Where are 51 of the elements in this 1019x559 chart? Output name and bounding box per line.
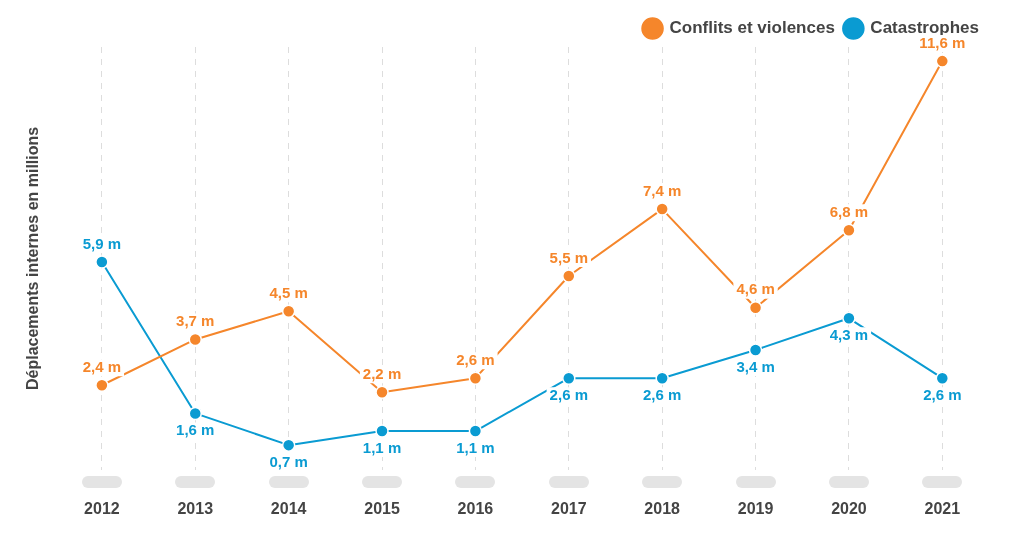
point xyxy=(562,371,576,385)
data-label: 1,1 m xyxy=(362,438,402,456)
point xyxy=(375,385,389,400)
data-label: 4,5 m xyxy=(269,283,308,301)
point xyxy=(935,54,950,68)
x-tick-label: 2013 xyxy=(177,499,214,517)
x-tick-label: 2016 xyxy=(457,499,494,517)
data-label: 4,6 m xyxy=(736,280,775,298)
x-tick-label: 2012 xyxy=(84,499,120,517)
data-label: 0,7 m xyxy=(269,452,308,470)
data-label: 7,4 m xyxy=(642,181,682,199)
point xyxy=(748,343,763,357)
y-axis-title: Déplacements internes en millions xyxy=(24,126,42,390)
point xyxy=(655,202,669,216)
x-tick-label: 2019 xyxy=(737,499,774,517)
data-label: 2,6 m xyxy=(549,385,588,403)
point xyxy=(95,255,109,269)
point xyxy=(375,424,389,438)
x-tick-label: 2015 xyxy=(364,499,400,517)
point xyxy=(188,406,203,421)
x-tick-label: 2020 xyxy=(831,499,867,517)
point xyxy=(935,371,950,385)
point xyxy=(468,424,483,438)
point xyxy=(188,332,203,347)
data-label: 3,7 m xyxy=(176,312,215,330)
point xyxy=(281,304,296,318)
x-tick-label: 2017 xyxy=(550,499,587,517)
x-tick-label: 2021 xyxy=(924,499,961,517)
data-label: 2,6 m xyxy=(642,385,682,403)
data-label: 3,4 m xyxy=(736,357,775,375)
data-label: 4,3 m xyxy=(829,325,869,343)
data-label: 5,5 m xyxy=(549,248,588,266)
data-label: 1,1 m xyxy=(456,438,495,456)
point xyxy=(468,371,483,385)
point xyxy=(748,300,763,315)
point xyxy=(655,371,669,385)
point xyxy=(562,269,576,283)
data-label: 5,9 m xyxy=(82,234,122,252)
data-label: 2,2 m xyxy=(362,364,402,382)
point xyxy=(95,378,109,392)
data-label: 2,4 m xyxy=(82,357,122,375)
data-label: 2,6 m xyxy=(456,350,495,368)
point xyxy=(842,311,856,326)
data-label: 1,6 m xyxy=(176,421,215,439)
point xyxy=(842,223,856,237)
data-label: 2,6 m xyxy=(923,385,962,403)
legend-label: Conflits et violences xyxy=(669,18,835,38)
x-tick-label: 2014 xyxy=(270,499,307,517)
x-tick-label: 2018 xyxy=(644,499,681,517)
data-label: 6,8 m xyxy=(829,202,869,220)
point xyxy=(281,438,296,452)
